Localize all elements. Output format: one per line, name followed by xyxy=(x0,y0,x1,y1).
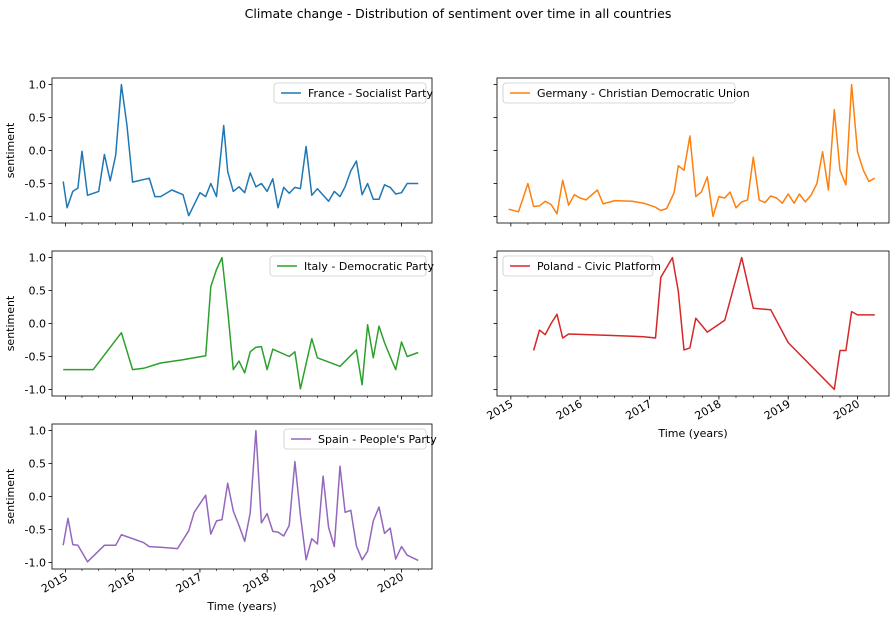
x-tick-label: 2015 xyxy=(485,397,516,422)
y-tick-label: 0.0 xyxy=(29,491,47,504)
subplot-grid: 1.0 0.5 0.0 -0.5 -1.0 sentiment France - Socia… xyxy=(4,77,890,613)
legend: Germany - Christian Democratic Union xyxy=(502,82,750,104)
series-line xyxy=(63,256,419,390)
y-tick-label: -1.0 xyxy=(25,556,46,569)
legend-label: Germany - Christian Democratic Union xyxy=(537,87,750,100)
y-axis-label: sentiment xyxy=(4,122,17,178)
y-tick-label: 0.5 xyxy=(29,112,47,125)
legend: France - Socialist Party xyxy=(273,82,433,104)
x-tick-label: 2015 xyxy=(39,570,70,595)
legend-box xyxy=(269,255,427,277)
legend-box xyxy=(273,82,427,104)
legend-box xyxy=(502,255,654,277)
legend-label: Spain - People's Party xyxy=(318,433,437,446)
figure-title: Climate change - Distribution of sentime… xyxy=(245,6,672,21)
subplot-poland: 2015 2016 2017 2018 2019 2020 Time (years) Pola… xyxy=(485,250,890,440)
x-tick-label: 2018 xyxy=(241,570,272,595)
y-tick-label: 0.0 xyxy=(29,145,47,158)
y-tick-label: 1.0 xyxy=(29,252,47,265)
x-axis-label: Time (years) xyxy=(657,427,727,440)
x-tick-label: 2018 xyxy=(693,397,724,422)
y-tick-label: 0.0 xyxy=(29,318,47,331)
x-tick-label: 2020 xyxy=(831,397,862,422)
x-tick-label: 2020 xyxy=(375,570,406,595)
subplot-italy: 1.0 0.5 0.0 -0.5 -1.0 sentiment Italy - Democr… xyxy=(4,250,434,400)
subplot-germany: Germany - Christian Democratic Union xyxy=(493,77,890,227)
legend: Poland - Civic Platform xyxy=(502,255,661,277)
y-tick-label: 0.5 xyxy=(29,458,47,471)
series-line xyxy=(62,83,419,217)
x-tick-label: 2019 xyxy=(762,397,793,422)
legend: Italy - Democratic Party xyxy=(269,255,434,277)
y-tick-label: -1.0 xyxy=(25,383,46,396)
y-tick-label: -1.0 xyxy=(25,210,46,223)
legend-label: Italy - Democratic Party xyxy=(304,260,434,273)
y-axis-label: sentiment xyxy=(4,468,17,524)
legend-box xyxy=(502,82,736,104)
x-tick-label: 2019 xyxy=(308,570,339,595)
legend-label: France - Socialist Party xyxy=(308,87,433,100)
y-tick-label: -0.5 xyxy=(25,177,46,190)
series-line xyxy=(62,429,419,563)
legend: Spain - People's Party xyxy=(283,428,437,450)
y-axis-label: sentiment xyxy=(4,295,17,351)
x-tick-label: 2017 xyxy=(623,397,654,422)
x-tick-label: 2016 xyxy=(106,570,137,595)
y-tick-label: 0.5 xyxy=(29,285,47,298)
x-tick-label: 2016 xyxy=(554,397,585,422)
y-tick-label: -0.5 xyxy=(25,350,46,363)
x-axis-label: Time (years) xyxy=(206,600,276,613)
y-tick-label: -0.5 xyxy=(25,523,46,536)
legend-label: Poland - Civic Platform xyxy=(537,260,661,273)
series-line xyxy=(532,256,875,391)
legend-box xyxy=(283,428,427,450)
subplot-france: 1.0 0.5 0.0 -0.5 -1.0 sentiment France - Socia… xyxy=(4,77,433,227)
y-tick-label: 1.0 xyxy=(29,79,47,92)
x-tick-label: 2017 xyxy=(174,570,205,595)
y-tick-label: 1.0 xyxy=(29,425,47,438)
series-line xyxy=(508,83,876,218)
